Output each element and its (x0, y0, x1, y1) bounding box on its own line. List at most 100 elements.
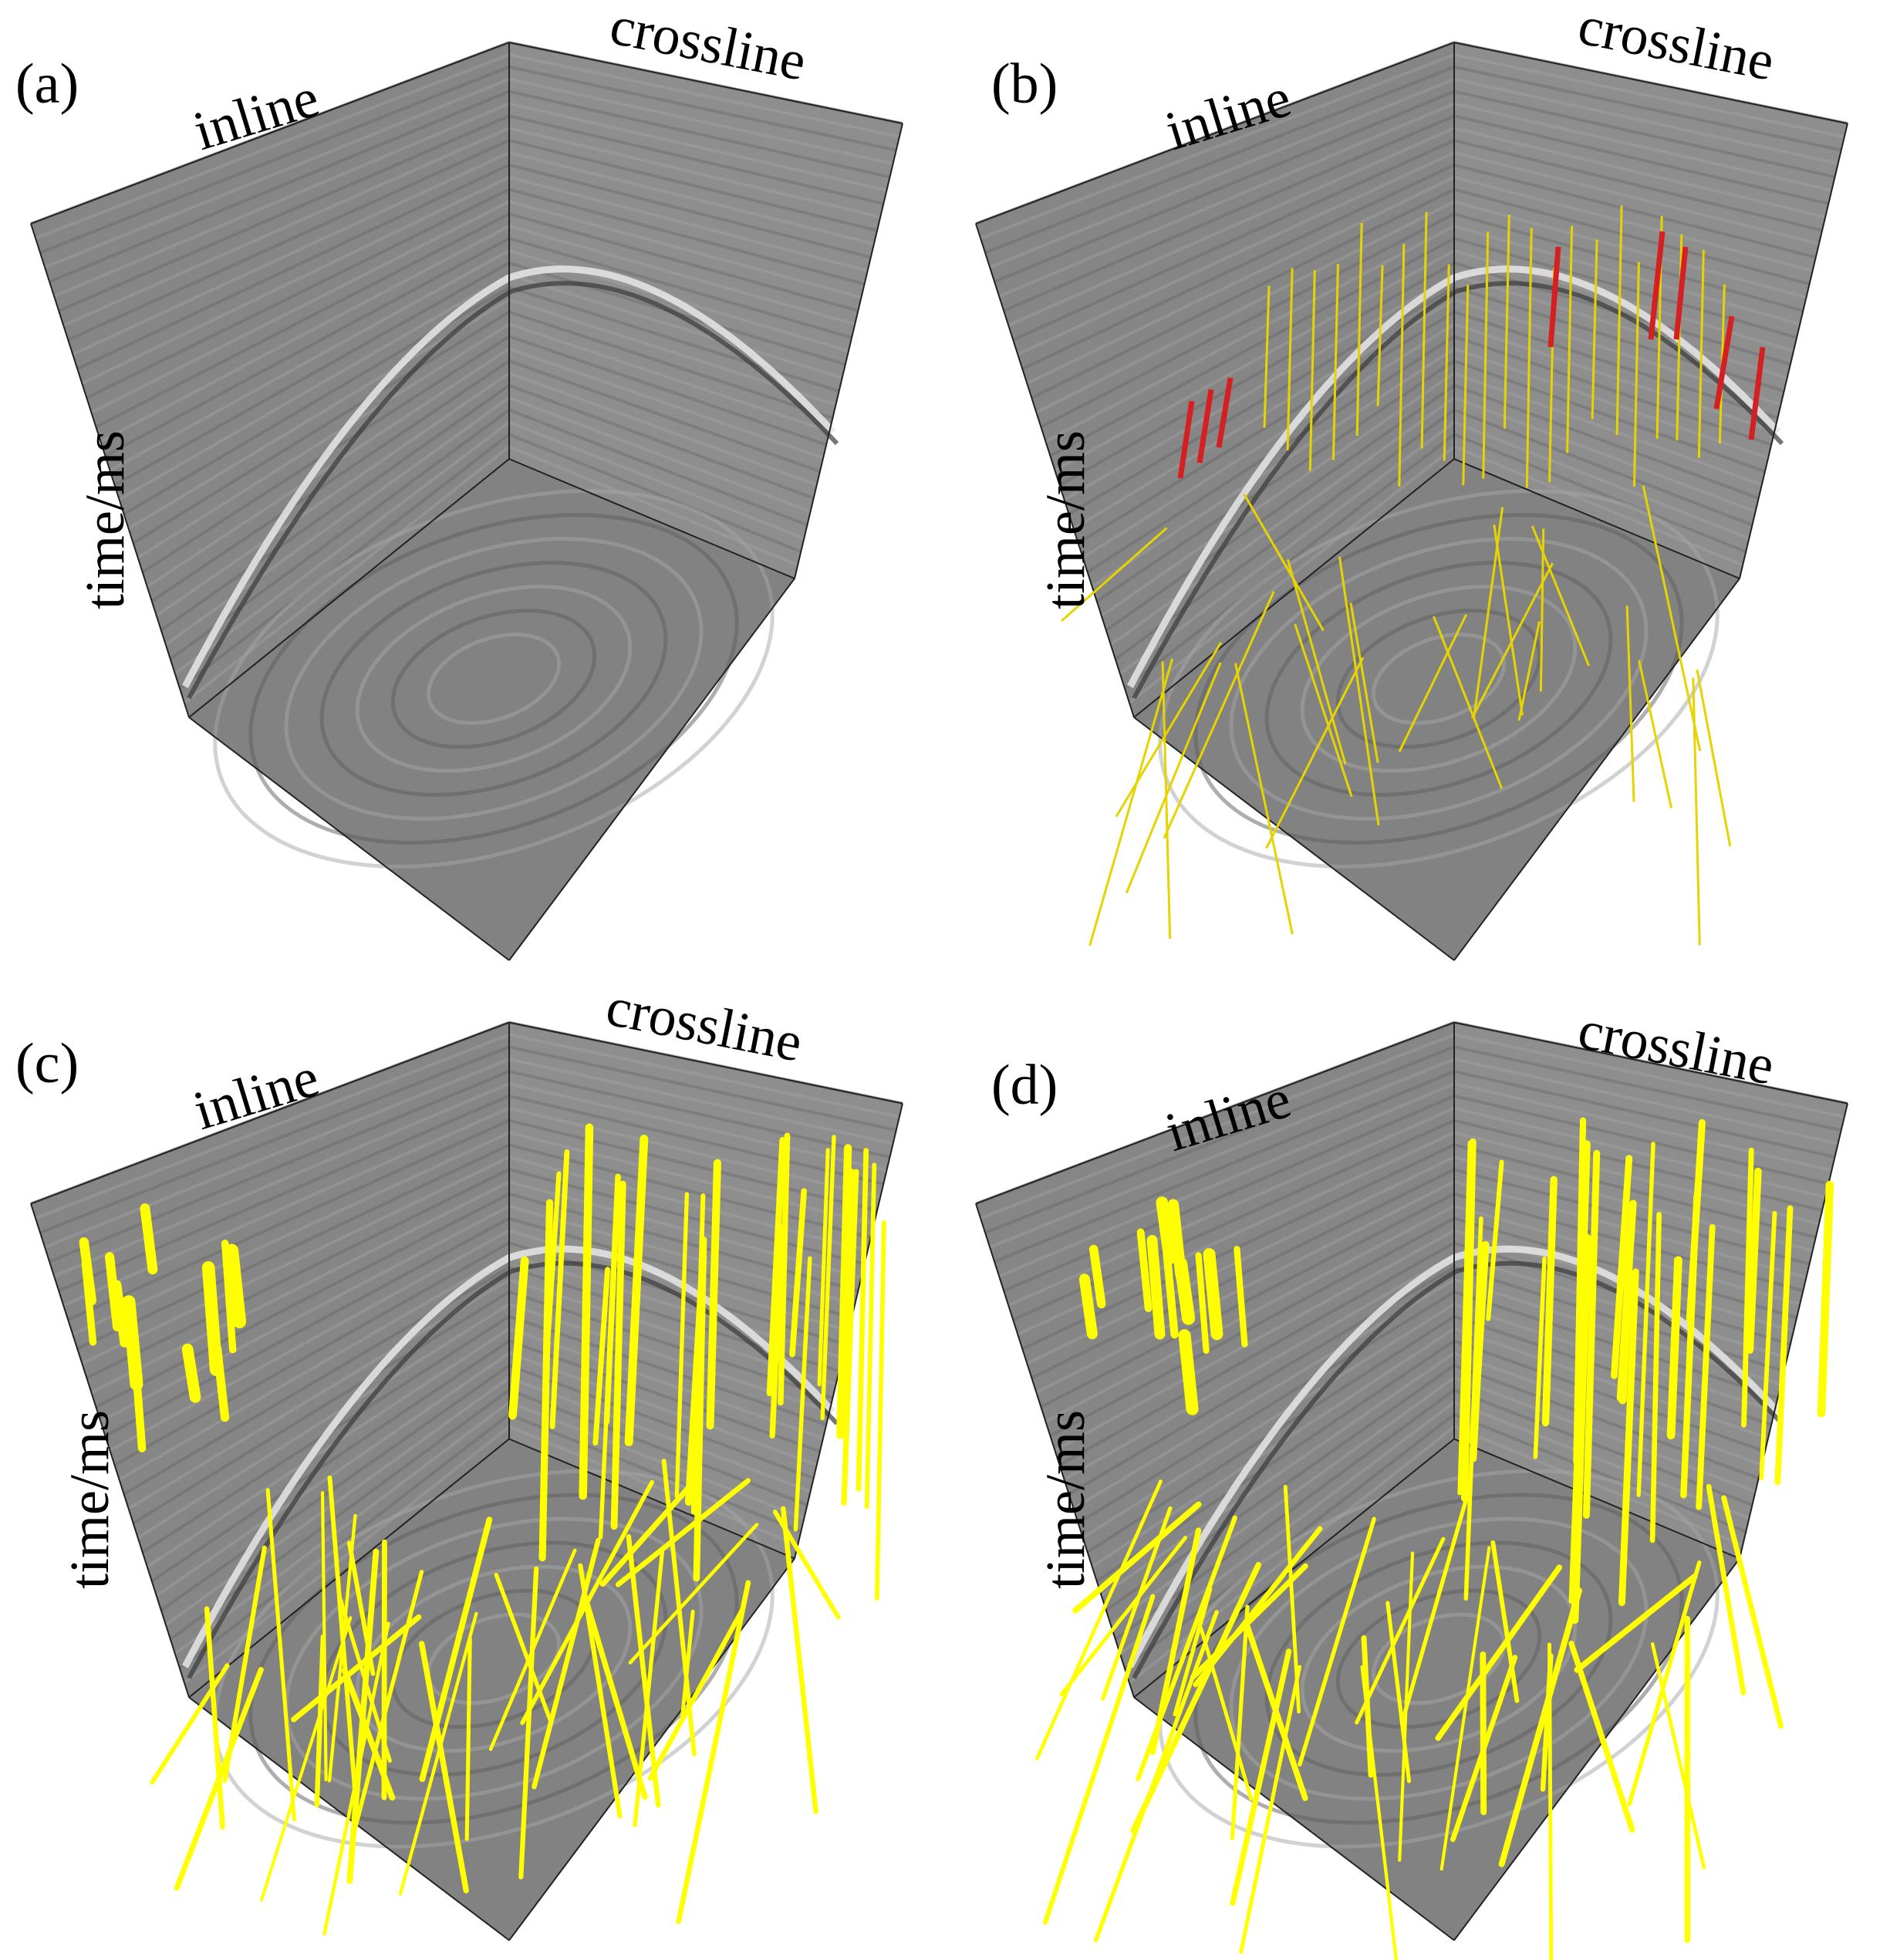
seismic-reflector (508, 102, 887, 192)
fault-highlight-line (1713, 315, 1735, 410)
time-slice-ring (1300, 585, 1578, 773)
time-slice-ring (1335, 1588, 1542, 1729)
seismic-reflector (132, 310, 511, 545)
fault-prediction (610, 1180, 626, 1530)
fault-prediction (265, 1488, 296, 1822)
fault-prediction (544, 1171, 562, 1362)
fault-prediction (598, 1216, 619, 1540)
cube-edge (1133, 1696, 1455, 1941)
fault-label-line (1234, 663, 1294, 935)
fault-label-line (1443, 264, 1450, 461)
fault-prediction (352, 1570, 424, 1833)
fault-label-line (1243, 493, 1325, 632)
fault-label-line (1539, 528, 1545, 692)
seismic-reflector (508, 65, 897, 152)
seismic-reflector (508, 347, 824, 460)
seismic-reflector (1453, 1425, 1743, 1547)
seismic-reflector (104, 1216, 510, 1438)
fault-prediction (1611, 1155, 1633, 1379)
fault-prediction (581, 1591, 648, 1800)
fault-label-line (1398, 613, 1468, 753)
fault-label-line (1263, 285, 1271, 428)
fault-highlight-line (1216, 377, 1234, 448)
fault-label-line (1376, 265, 1384, 407)
seismic-reflector (67, 1118, 510, 1321)
seismic-reflector (1453, 1339, 1766, 1453)
fault-prediction (1759, 1210, 1777, 1480)
seismic-reflector (95, 212, 510, 429)
seismic-reflector (1063, 1253, 1455, 1481)
seismic-reflector (104, 237, 510, 457)
cube-edge (1133, 458, 1455, 718)
seismic-reflector (150, 359, 511, 603)
fault-label-line (1286, 558, 1347, 764)
time-slice-ring (1264, 1540, 1613, 1777)
fault-label-line (1591, 239, 1598, 420)
cube-edge (975, 223, 1135, 718)
seismic-reflector (1453, 273, 1788, 380)
seismic-reflector (508, 383, 815, 500)
seismic-reflector (90, 200, 510, 414)
fault-label-line (1638, 660, 1673, 808)
fault-label-line (1420, 211, 1428, 449)
seismic-reflector (1063, 274, 1455, 501)
seismic-reflector (1058, 261, 1455, 487)
seismic-reflector (100, 224, 510, 444)
time-slice-ring (1371, 633, 1507, 725)
fault-prediction (789, 1188, 807, 1358)
seismic-reflector (998, 102, 1455, 298)
fault-prediction (1149, 1527, 1202, 1756)
seismic-reflector (1100, 1351, 1456, 1597)
fault-prediction (1167, 1199, 1187, 1282)
fault-prediction (1721, 1495, 1784, 1729)
seismic-reflector (155, 1351, 511, 1597)
fault-label-line (1061, 527, 1168, 622)
fault-prediction (769, 1224, 785, 1439)
seismic-reflector (1453, 151, 1820, 246)
fault-prediction (1059, 1536, 1187, 1696)
fault-prediction (112, 1280, 130, 1348)
fault-prediction (1706, 1483, 1747, 1695)
seismic-reflector (160, 384, 511, 632)
seismic-reflector (1114, 1388, 1456, 1641)
seismic-reflector (1453, 52, 1845, 139)
fault-prediction (1298, 1516, 1376, 1767)
panel-tag: (d) (991, 1054, 1058, 1117)
fault-prediction (322, 1621, 390, 1936)
fault-highlight-line (1648, 231, 1666, 340)
seismic-reflector (1453, 77, 1839, 166)
seismic-reflector (86, 1168, 510, 1380)
time-axis-label: time/ms (1034, 430, 1096, 609)
seismic-reflector (994, 89, 1455, 284)
seismic-reflector (1453, 187, 1811, 286)
seismic-reflector (508, 237, 852, 339)
seismic-reflector (508, 187, 866, 286)
fault-highlight-line (1547, 246, 1561, 348)
seismic-reflector (1058, 1241, 1455, 1467)
fault-label-line (1398, 244, 1406, 487)
seismic-reflector (508, 1253, 843, 1360)
seismic-reflector (1035, 1180, 1455, 1394)
seismic-reflector (1105, 1364, 1456, 1612)
seismic-reflector (1453, 200, 1807, 299)
fault-prediction (1035, 1479, 1163, 1761)
seismic-reflector (508, 1376, 812, 1493)
cube-edge (1133, 717, 1455, 961)
fault-prediction (538, 1199, 554, 1562)
seismic-reflector (508, 1388, 808, 1506)
fault-prediction (626, 1533, 661, 1808)
fault-prediction (1741, 1147, 1754, 1428)
seismic-reflector (508, 1118, 878, 1213)
seismic-reflector (137, 1303, 511, 1540)
seismic-reflector (1453, 445, 1743, 567)
fault-prediction (836, 1144, 852, 1439)
fault-prediction (381, 1539, 387, 1800)
seismic-reflector (1040, 212, 1455, 429)
fault-label-line (1433, 616, 1504, 789)
fault-prediction (1439, 1546, 1491, 1871)
seismic-reflector (72, 151, 510, 356)
horizon-reflector (182, 265, 836, 689)
seismic-reflector (1119, 420, 1456, 676)
seismic-reflector (508, 420, 805, 540)
fault-prediction (1193, 1526, 1323, 1688)
